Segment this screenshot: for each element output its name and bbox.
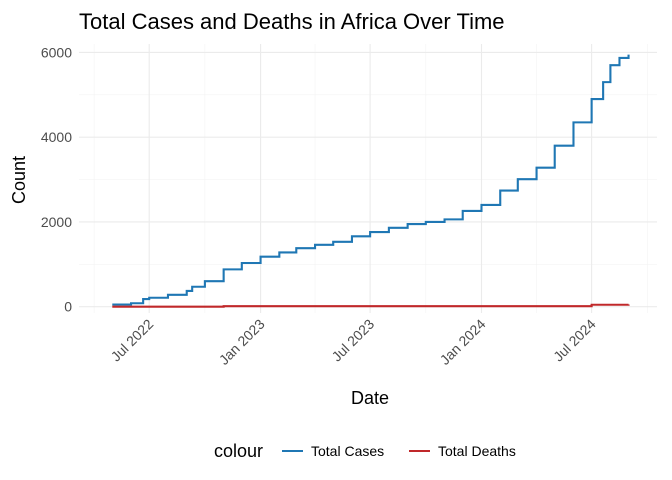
series-layer (112, 54, 630, 308)
x-tick-label: Jan 2024 (437, 316, 489, 368)
y-axis-ticks: 0 2000 4000 6000 (41, 44, 72, 314)
y-tick-label: 4000 (41, 129, 72, 145)
x-axis-title: Date (351, 388, 389, 408)
x-tick-label: Jul 2023 (328, 316, 377, 365)
x-tick-label: Jul 2024 (550, 316, 599, 365)
grid (79, 44, 657, 313)
legend-label-total-cases: Total Cases (311, 443, 384, 459)
x-tick-label: Jul 2022 (108, 316, 157, 365)
legend: colour Total Cases Total Deaths (214, 441, 516, 461)
x-axis-ticks: Jul 2022 Jan 2023 Jul 2023 Jan 2024 Jul 2024 (108, 316, 599, 368)
legend-label-total-deaths: Total Deaths (438, 443, 516, 459)
y-tick-label: 2000 (41, 214, 72, 230)
y-axis-title: Count (9, 156, 29, 204)
chart-title: Total Cases and Deaths in Africa Over Ti… (79, 9, 505, 34)
legend-title: colour (214, 441, 263, 461)
y-tick-label: 0 (64, 299, 72, 315)
y-tick-label: 6000 (41, 44, 72, 60)
series-line-total-deaths (112, 303, 630, 308)
x-tick-label: Jan 2023 (216, 316, 268, 368)
series-line-total-cases (112, 54, 630, 306)
